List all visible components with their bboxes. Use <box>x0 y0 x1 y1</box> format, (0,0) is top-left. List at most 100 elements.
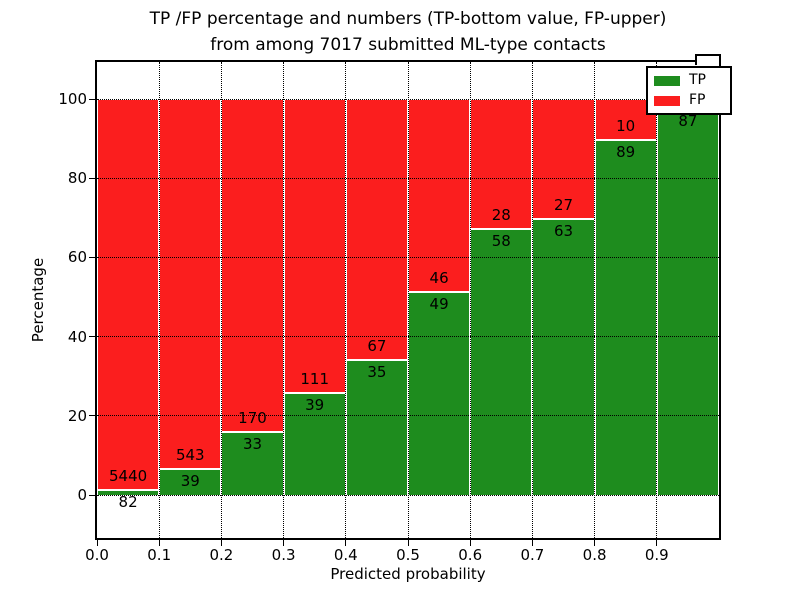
bar-0.5-0.6 <box>408 99 471 495</box>
gridline-vertical <box>407 62 409 538</box>
y-tick-mark <box>89 336 95 338</box>
tp-segment <box>346 359 407 495</box>
x-tick-label: 0.3 <box>271 546 296 564</box>
x-tick-mark <box>158 540 160 546</box>
gridline-horizontal <box>97 177 719 179</box>
fp-segment <box>160 99 221 469</box>
bar-0.1-0.2 <box>159 99 222 495</box>
tp-count-label: 87 <box>678 111 698 130</box>
legend-label-tp: TP <box>689 72 706 88</box>
gridline-vertical <box>220 62 222 538</box>
x-tick-mark <box>407 540 409 546</box>
gridline-vertical <box>594 62 596 538</box>
tp-count-label: 89 <box>616 142 636 161</box>
fp-segment <box>595 99 656 139</box>
y-tick-label: 100 <box>58 90 87 108</box>
gridline-horizontal <box>97 494 719 496</box>
fp-count-label: 5440 <box>109 467 148 486</box>
tp-color-swatch <box>654 75 680 86</box>
legend: TP FP <box>646 66 732 115</box>
tp-count-label: 33 <box>242 434 263 453</box>
fp-count-label: 170 <box>238 408 267 427</box>
corner-notch <box>695 54 721 65</box>
fp-segment <box>533 99 594 218</box>
x-tick-mark <box>220 540 222 546</box>
tp-segment <box>595 139 656 495</box>
fp-count-label: 27 <box>553 195 574 214</box>
fp-segment <box>98 99 159 490</box>
x-tick-label: 0.7 <box>520 546 545 564</box>
x-tick-mark <box>594 540 596 546</box>
gridline-horizontal <box>97 415 719 417</box>
x-tick-label: 0.4 <box>333 546 358 564</box>
x-tick-label: 0.9 <box>644 546 669 564</box>
tp-count-label: 63 <box>553 221 574 240</box>
gridline-horizontal <box>97 336 719 338</box>
fp-color-swatch <box>654 95 680 106</box>
chart-title: TP /FP percentage and numbers (TP-bottom… <box>150 6 667 58</box>
fp-segment <box>471 99 532 228</box>
x-tick-label: 0.6 <box>458 546 483 564</box>
y-tick-label: 60 <box>67 248 87 267</box>
tp-count-label: 49 <box>429 294 449 313</box>
bar-0.9-1.0 <box>656 99 719 495</box>
x-tick-mark <box>656 540 658 546</box>
y-tick-mark <box>89 415 95 417</box>
x-tick-mark <box>283 540 285 546</box>
chart-title-line1: TP /FP percentage and numbers (TP-bottom… <box>149 9 667 29</box>
tp-count-label: 39 <box>305 396 325 415</box>
fp-count-label: 543 <box>175 446 205 465</box>
fp-segment <box>409 99 470 291</box>
gridline-vertical <box>531 62 533 538</box>
fp-segment <box>284 99 345 393</box>
x-tick-label: 0.8 <box>582 546 607 564</box>
tp-segment <box>160 468 221 495</box>
fp-count-label: 10 <box>616 117 636 135</box>
plot-area: Predicted probability 5440 82 543 39 170 33 11… <box>58 60 721 583</box>
tp-segment <box>284 392 345 495</box>
x-tick-mark <box>345 540 347 546</box>
x-tick-label: 0.0 <box>85 546 109 564</box>
x-tick-mark <box>469 540 471 546</box>
x-tick-label: 0.1 <box>147 546 172 564</box>
gridline-vertical <box>345 62 347 538</box>
y-tick-mark <box>89 98 95 100</box>
bar-0.3-0.4 <box>283 99 346 495</box>
tp-segment <box>409 290 470 495</box>
x-axis-title: Predicted probability <box>330 565 486 583</box>
gridline-vertical <box>469 62 471 538</box>
legend-item-fp: FP <box>654 93 724 108</box>
tp-segment <box>98 489 159 495</box>
bar-0.7-0.8 <box>532 99 595 495</box>
fp-count-label: 46 <box>429 268 449 287</box>
tp-count-label: 58 <box>491 231 511 250</box>
chart-title-line2: from among 7017 submitted ML-type contac… <box>210 35 606 55</box>
x-tick-label: 0.2 <box>209 546 234 564</box>
fp-count-label: 67 <box>367 337 387 356</box>
bar-0.4-0.5 <box>345 99 408 495</box>
legend-label-fp: FP <box>689 92 706 108</box>
x-tick-mark <box>531 540 533 546</box>
y-tick-mark <box>89 494 95 496</box>
tp-count-label: 35 <box>367 363 387 382</box>
bar-0.0-0.1 <box>97 99 160 495</box>
tp-count-label: 39 <box>180 472 200 491</box>
gridline-horizontal <box>97 256 719 258</box>
gridline-vertical <box>656 62 658 538</box>
gridline-vertical <box>158 62 160 538</box>
y-tick-label: 40 <box>67 327 87 346</box>
y-tick-mark <box>89 256 95 258</box>
y-tick-label: 20 <box>67 406 87 425</box>
y-tick-label: 0 <box>77 486 87 504</box>
tp-segment <box>657 107 718 495</box>
tp-segment <box>222 430 283 495</box>
tp-segment <box>533 217 594 495</box>
bar-0.6-0.7 <box>470 99 533 495</box>
fp-count-label: 111 <box>300 370 329 389</box>
y-tick-label: 80 <box>67 169 87 188</box>
y-tick-mark <box>89 177 95 179</box>
x-tick-label: 0.5 <box>396 546 420 564</box>
bar-0.2-0.3 <box>221 99 284 495</box>
tp-segment <box>471 227 532 495</box>
